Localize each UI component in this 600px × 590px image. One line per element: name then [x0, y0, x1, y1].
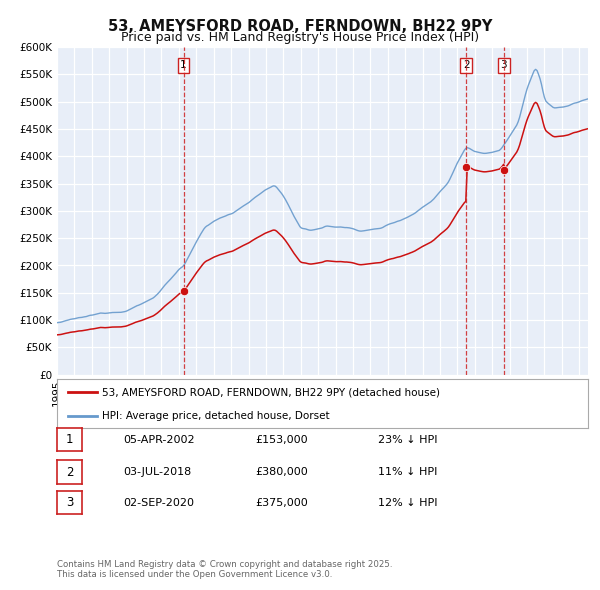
Text: £153,000: £153,000	[255, 435, 308, 444]
Text: 03-JUL-2018: 03-JUL-2018	[123, 467, 191, 477]
Text: £380,000: £380,000	[255, 467, 308, 477]
Text: 05-APR-2002: 05-APR-2002	[123, 435, 194, 444]
Text: 02-SEP-2020: 02-SEP-2020	[123, 498, 194, 507]
Text: 2: 2	[463, 60, 469, 70]
Text: 11% ↓ HPI: 11% ↓ HPI	[378, 467, 437, 477]
Text: 3: 3	[66, 496, 73, 509]
Text: 3: 3	[500, 60, 507, 70]
Text: 53, AMEYSFORD ROAD, FERNDOWN, BH22 9PY: 53, AMEYSFORD ROAD, FERNDOWN, BH22 9PY	[108, 19, 492, 34]
Text: £375,000: £375,000	[255, 498, 308, 507]
Text: 12% ↓ HPI: 12% ↓ HPI	[378, 498, 437, 507]
Text: HPI: Average price, detached house, Dorset: HPI: Average price, detached house, Dors…	[102, 411, 330, 421]
Text: Price paid vs. HM Land Registry's House Price Index (HPI): Price paid vs. HM Land Registry's House …	[121, 31, 479, 44]
Text: 1: 1	[180, 60, 187, 70]
Text: 53, AMEYSFORD ROAD, FERNDOWN, BH22 9PY (detached house): 53, AMEYSFORD ROAD, FERNDOWN, BH22 9PY (…	[102, 388, 440, 398]
Text: 1: 1	[66, 433, 73, 446]
Text: 2: 2	[66, 466, 73, 478]
Text: Contains HM Land Registry data © Crown copyright and database right 2025.
This d: Contains HM Land Registry data © Crown c…	[57, 560, 392, 579]
Text: 23% ↓ HPI: 23% ↓ HPI	[378, 435, 437, 444]
